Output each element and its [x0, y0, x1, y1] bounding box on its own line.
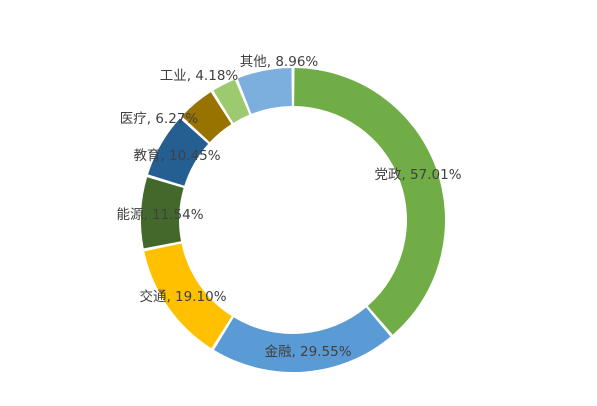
donut-slice-3 [144, 243, 232, 349]
slices-group [141, 68, 445, 372]
donut-slice-4 [141, 177, 184, 249]
slice-label-1: 党政, 57.01% [374, 167, 461, 183]
donut-slice-2 [213, 307, 391, 372]
donut-slice-6 [181, 92, 232, 143]
labels-group: 党政, 57.01% 金融, 29.55% 交通, 19.10% 能源, 11.54%… [116, 54, 461, 360]
slice-label-6: 医疗, 6.27% [120, 111, 199, 127]
slice-label-4: 能源, 11.54% [116, 207, 203, 223]
slice-label-2: 金融, 29.55% [264, 344, 351, 360]
donut-slice-5 [148, 118, 209, 186]
donut-slice-1 [294, 68, 445, 335]
donut-slice-7 [213, 79, 250, 123]
slice-label-5: 教育, 10.45% [133, 148, 220, 164]
slice-label-7: 工业, 4.18% [160, 68, 239, 84]
donut-slice-8 [237, 68, 292, 114]
slice-label-8: 其他, 8.96% [240, 54, 319, 70]
slice-label-3: 交通, 19.10% [139, 288, 226, 305]
